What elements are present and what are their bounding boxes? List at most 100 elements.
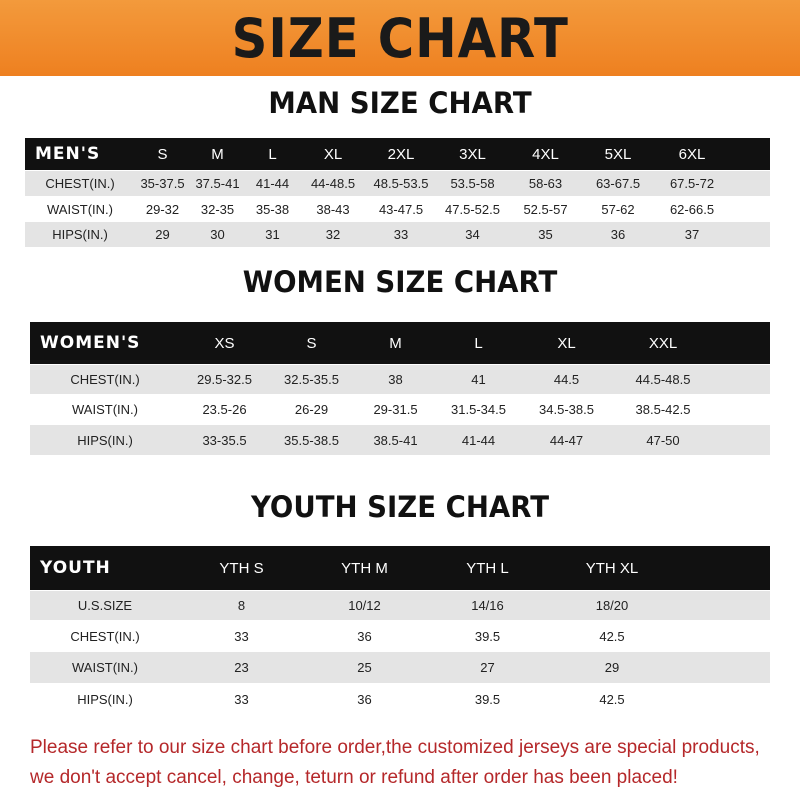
measurement-cell: 44-47 [549, 432, 584, 448]
table-row: CHEST(IN.) 35-37.5 37.5-41 41-44 44-48.5 48.5… [25, 171, 770, 196]
measurement-cell: 43-47.5 [378, 201, 424, 217]
size-header: YTH S [219, 559, 264, 577]
measurement-cell: 35-38 [255, 201, 290, 217]
note-line-1: Please refer to our size chart before or… [30, 737, 760, 758]
size-header: YTH XL [585, 559, 639, 577]
measurement-cell: 30 [210, 227, 225, 242]
size-header: YTH L [466, 559, 509, 577]
measurement-cell: 47.5-52.5 [445, 201, 500, 217]
measurement-cell: 31.5-34.5 [451, 402, 506, 417]
row-label: WAIST(IN.) [72, 660, 138, 675]
measurement-cell: 44.5-48.5 [635, 372, 691, 387]
youth-title: YOUTH SIZE CHART [250, 490, 550, 524]
measurement-cell: 14/16 [471, 598, 504, 613]
measurement-cell: 33 [234, 628, 249, 644]
measurement-cell: 25 [357, 660, 372, 675]
measurement-cell: 47-50 [646, 432, 680, 448]
measurement-cell: 10/12 [348, 598, 381, 613]
row-label: CHEST(IN.) [70, 628, 140, 644]
header-row: WOMEN'S XS S M L XL XXL [30, 322, 770, 364]
size-header: 6XL [678, 145, 706, 163]
measurement-cell: 34 [465, 227, 480, 242]
measurement-cell: 29-32 [145, 201, 180, 217]
size-header: M [211, 145, 224, 163]
measurement-cell: 42.5 [599, 628, 625, 644]
measurement-cell: 29-31.5 [373, 402, 418, 417]
measurement-cell: 35.5-38.5 [284, 432, 339, 448]
measurement-cell: 52.5-57 [523, 201, 568, 217]
measurement-cell: 57-62 [601, 201, 635, 217]
measurement-cell: 35 [538, 227, 553, 242]
header-row: MEN'S S M L XL 2XL 3XL 4XL 5XL 6XL [25, 138, 770, 170]
banner-title: SIZE CHART [231, 6, 569, 70]
measurement-cell: 67.5-72 [669, 176, 715, 191]
note-line-2: we don't accept cancel, change, teturn o… [30, 767, 678, 788]
size-header: M [389, 334, 402, 352]
size-header: 4XL [532, 145, 559, 163]
measurement-cell: 37.5-41 [195, 176, 240, 191]
measurement-cell: 53.5-58 [450, 176, 495, 191]
measurement-cell: 41-44 [255, 176, 290, 191]
measurement-cell: 29 [155, 227, 170, 242]
measurement-cell: 39.5 [474, 692, 501, 707]
measurement-cell: 44-48.5 [310, 176, 356, 191]
table-row: CHEST(IN.) 33 36 39.5 42.5 [30, 621, 770, 651]
measurement-cell: 18/20 [595, 598, 629, 613]
table-row: U.S.SIZE 8 10/12 14/16 18/20 [30, 591, 770, 620]
measurement-cell: 33 [234, 692, 249, 707]
youth-size-table: YOUTH YTH S YTH M YTH L YTH XL U.S.SIZE 8 10/12… [30, 546, 770, 715]
header-row: YOUTH YTH S YTH M YTH L YTH XL [30, 546, 770, 590]
measurement-cell: 36 [610, 227, 626, 242]
measurement-cell: 38.5-42.5 [635, 402, 691, 417]
measurement-cell: 38.5-41 [373, 432, 418, 448]
measurement-cell: 37 [684, 227, 700, 242]
size-header: XXL [648, 334, 678, 352]
men-size-table: MEN'S S M L XL 2XL 3XL 4XL 5XL 6XL CHEST(IN.) 35-37… [25, 138, 770, 247]
header-label: YOUTH [40, 558, 111, 578]
size-header: S [157, 145, 168, 163]
measurement-cell: 36 [357, 628, 372, 644]
size-header: XS [214, 334, 235, 352]
measurement-cell: 44.5 [553, 372, 580, 387]
size-header: YTH M [341, 559, 388, 577]
row-label: HIPS(IN.) [77, 432, 133, 448]
measurement-cell: 33 [393, 227, 409, 242]
measurement-cell: 32.5-35.5 [284, 372, 339, 387]
women-size-table: WOMEN'S XS S M L XL XXL CHEST(IN.) 29.5-32.5 32.5… [30, 322, 770, 455]
table-row: WAIST(IN.) 29-32 32-35 35-38 38-43 43-47.5 47.… [25, 197, 770, 221]
row-label: CHEST(IN.) [70, 372, 140, 387]
measurement-cell: 48.5-53.5 [373, 176, 429, 191]
measurement-cell: 39.5 [474, 628, 501, 644]
size-header: S [306, 334, 317, 352]
size-header: 2XL [387, 145, 415, 163]
measurement-cell: 58-63 [528, 176, 563, 191]
measurement-cell: 38 [388, 372, 403, 387]
measurement-cell: 23.5-26 [202, 402, 247, 417]
measurement-cell: 26-29 [294, 402, 329, 417]
row-label: HIPS(IN.) [77, 692, 133, 707]
measurement-cell: 42.5 [599, 692, 625, 707]
header-label: WOMEN'S [40, 333, 141, 353]
measurement-cell: 29.5-32.5 [197, 372, 252, 387]
measurement-cell: 41-44 [461, 432, 496, 448]
size-header: XL [557, 334, 576, 352]
measurement-cell: 34.5-38.5 [539, 402, 594, 417]
measurement-cell: 32 [325, 227, 341, 242]
table-row: WAIST(IN.) 23.5-26 26-29 29-31.5 31.5-34.5 34… [30, 395, 770, 424]
measurement-cell: 23 [234, 660, 249, 675]
table-row: HIPS(IN.) 33 36 39.5 42.5 [30, 684, 770, 715]
measurement-cell: 8 [237, 598, 246, 613]
measurement-cell: 32-35 [200, 201, 235, 217]
size-header: 3XL [459, 145, 486, 163]
measurement-cell: 41 [471, 372, 486, 387]
measurement-cell: 35-37.5 [140, 176, 185, 191]
table-row: HIPS(IN.) 29 30 31 32 33 34 35 36 37 [25, 222, 770, 247]
size-header: XL [323, 145, 343, 163]
measurement-cell: 63-67.5 [595, 176, 641, 191]
row-label: WAIST(IN.) [47, 201, 113, 217]
row-label: HIPS(IN.) [52, 227, 108, 242]
row-label: U.S.SIZE [77, 598, 133, 613]
row-label: WAIST(IN.) [72, 402, 138, 417]
banner: SIZE CHART [0, 0, 800, 76]
measurement-cell: 31 [265, 227, 280, 242]
